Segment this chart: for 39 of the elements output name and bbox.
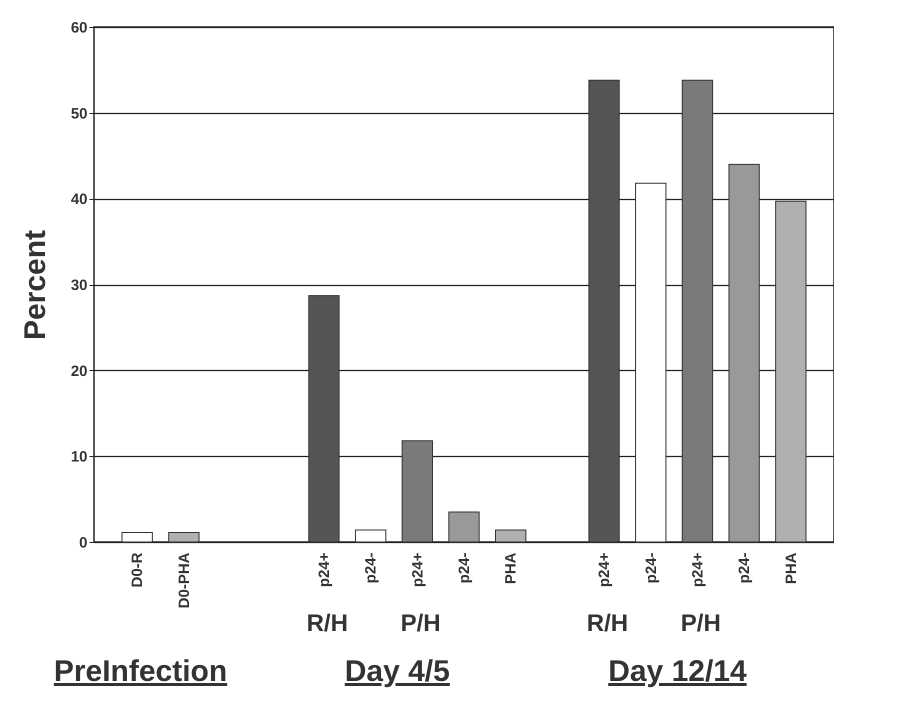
y-tick-label: 40 xyxy=(70,191,88,208)
text: Day 4/5 xyxy=(344,655,450,689)
y-axis-title: Percent xyxy=(18,230,52,340)
bar xyxy=(728,164,760,542)
bar xyxy=(635,182,666,542)
x-tick-label: p24+ xyxy=(409,552,426,588)
x-tick-label: D0-PHA xyxy=(176,552,193,608)
x-tick-label: p24- xyxy=(362,552,380,584)
bar xyxy=(775,200,806,542)
bar xyxy=(122,532,153,542)
text: PreInfection xyxy=(54,655,228,689)
x-tick-label: p24- xyxy=(642,552,660,584)
y-tick-label: 30 xyxy=(70,277,88,294)
bar xyxy=(308,295,340,542)
bar xyxy=(448,511,480,542)
y-tick-label: 10 xyxy=(70,448,88,466)
bar xyxy=(402,440,433,542)
text: P/H xyxy=(400,610,441,638)
text: R/H xyxy=(586,610,628,638)
x-tick-label: p24- xyxy=(736,552,754,584)
bar xyxy=(495,529,526,542)
x-tick-label: PHA xyxy=(502,552,520,584)
text: P/H xyxy=(680,610,721,638)
x-tick-label: p24- xyxy=(456,552,473,584)
bar xyxy=(588,80,620,542)
text: R/H xyxy=(306,610,348,638)
text: Day 12/14 xyxy=(608,655,747,689)
bar xyxy=(354,529,386,542)
bar xyxy=(168,532,200,542)
y-tick-label: 0 xyxy=(79,534,88,552)
x-tick-label: D0-R xyxy=(129,552,146,588)
x-tick-label: p24+ xyxy=(316,552,333,588)
y-tick-label: 20 xyxy=(70,362,88,380)
y-tick-label: 50 xyxy=(70,105,88,122)
x-tick-label: p24+ xyxy=(689,552,706,588)
x-tick-label: PHA xyxy=(782,552,800,584)
bar xyxy=(682,80,714,542)
x-tick-label: p24+ xyxy=(596,552,614,588)
y-tick-label: 60 xyxy=(70,20,88,36)
